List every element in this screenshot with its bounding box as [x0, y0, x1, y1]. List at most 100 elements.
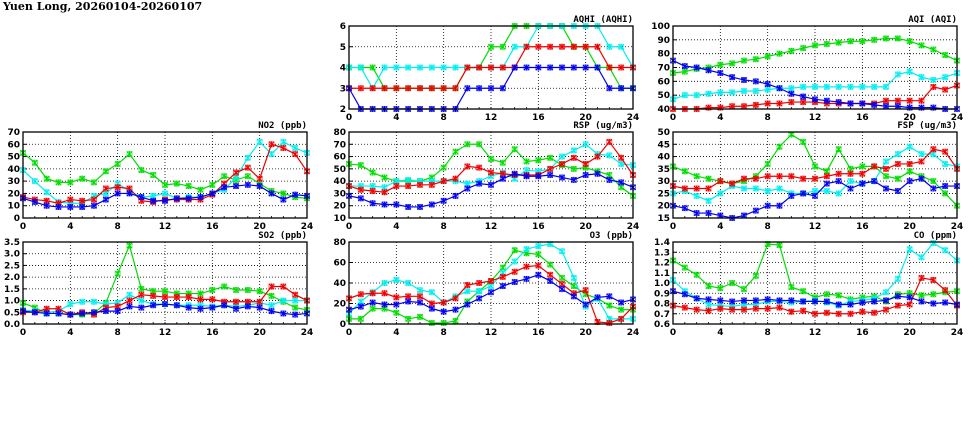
marker-star: [812, 96, 818, 103]
data-point: [357, 303, 364, 310]
marker-star: [221, 173, 228, 180]
data-point: [268, 292, 275, 299]
data-point: [871, 101, 878, 108]
data-point: [417, 287, 423, 294]
data-point: [942, 299, 949, 306]
marker-star: [835, 190, 842, 197]
marker-star: [776, 173, 783, 180]
marker-star: [871, 178, 878, 185]
ytick-label: 25: [657, 189, 670, 199]
data-point: [918, 74, 925, 81]
data-point: [452, 64, 459, 71]
marker-star: [883, 83, 889, 90]
data-point: [464, 288, 471, 295]
marker-star: [405, 280, 412, 286]
marker-star: [942, 52, 949, 59]
marker-star: [452, 85, 459, 92]
data-point: [233, 183, 239, 190]
data-point: [705, 283, 712, 290]
marker-star: [162, 301, 168, 308]
marker-star: [559, 153, 565, 160]
marker-star: [847, 83, 854, 90]
marker-star: [535, 43, 542, 50]
data-point: [582, 287, 589, 294]
data-point: [369, 299, 376, 306]
data-point: [871, 83, 878, 90]
data-point: [102, 168, 109, 175]
ytick-label: 20: [7, 189, 20, 199]
data-point: [918, 42, 925, 49]
data-point: [606, 43, 613, 50]
data-point: [244, 164, 251, 171]
marker-star: [883, 297, 889, 304]
data-point: [800, 83, 807, 90]
marker-star: [55, 203, 62, 210]
data-point: [476, 85, 483, 92]
marker-star: [788, 308, 795, 315]
data-point: [741, 306, 747, 313]
data-point: [209, 181, 216, 188]
rsp-series-3: [346, 138, 636, 196]
data-point: [582, 160, 589, 167]
marker-star: [197, 296, 204, 303]
marker-star: [256, 304, 263, 311]
data-point: [582, 64, 589, 71]
data-point: [800, 288, 807, 295]
data-point: [835, 39, 842, 46]
marker-star: [488, 289, 494, 296]
marker-star: [835, 83, 842, 90]
data-point: [681, 92, 688, 99]
marker-star: [417, 287, 423, 294]
marker-star: [693, 306, 700, 313]
marker-star: [871, 163, 878, 170]
data-point: [594, 294, 601, 301]
marker-star: [681, 168, 688, 175]
marker-star: [570, 154, 577, 161]
data-point: [233, 305, 239, 312]
data-point: [894, 35, 901, 42]
data-point: [894, 187, 901, 194]
marker-star: [883, 289, 889, 296]
marker-star: [883, 35, 889, 42]
xtick-label: 8: [115, 328, 121, 338]
marker-star: [812, 83, 818, 90]
data-point: [906, 178, 913, 185]
marker-star: [741, 76, 747, 83]
marker-star: [559, 286, 565, 293]
fsp-panel: 15 20 25 30 35 40 45 50 0 4 8 12 16 20 24 FSP (ug/m3): [657, 121, 963, 232]
data-point: [499, 175, 506, 182]
ytick-label: 0.9: [654, 289, 670, 299]
data-point: [741, 76, 747, 83]
marker-star: [417, 85, 423, 92]
marker-star: [126, 291, 133, 298]
marker-star: [280, 196, 287, 203]
data-point: [871, 178, 878, 185]
data-point: [918, 298, 925, 305]
marker-star: [894, 302, 901, 309]
marker-star: [268, 283, 275, 290]
marker-star: [452, 175, 459, 182]
data-point: [428, 181, 435, 188]
marker-star: [464, 185, 471, 192]
marker-star: [883, 306, 889, 313]
xtick-label: 24: [301, 222, 314, 232]
plot-frame: [672, 241, 958, 325]
marker-star: [606, 293, 613, 300]
marker-star: [800, 175, 807, 182]
marker-star: [812, 298, 818, 305]
data-point: [705, 185, 712, 192]
data-point: [705, 301, 712, 308]
panel-title: AQHI (AQHI): [573, 15, 633, 25]
data-point: [764, 296, 771, 303]
data-point: [729, 74, 736, 81]
data-point: [162, 301, 168, 308]
data-point: [741, 57, 747, 64]
data-point: [256, 175, 263, 182]
data-point: [847, 310, 854, 317]
marker-star: [405, 293, 412, 300]
marker-star: [499, 85, 506, 92]
marker-star: [31, 178, 38, 185]
marker-star: [930, 185, 937, 192]
marker-star: [942, 190, 949, 197]
marker-star: [618, 306, 625, 313]
